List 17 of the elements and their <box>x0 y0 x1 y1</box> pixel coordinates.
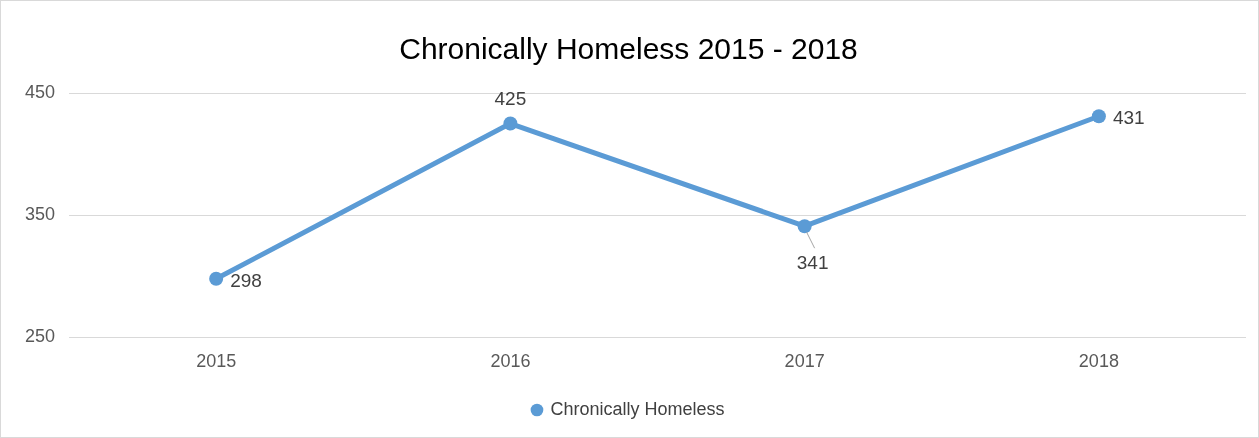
point <box>797 219 812 234</box>
y-tick-label: 250 <box>24 326 56 347</box>
data-label: 298 <box>230 269 262 291</box>
y-tick-label: 350 <box>24 204 56 225</box>
point <box>503 116 518 131</box>
x-tick-label: 2015 <box>196 351 237 372</box>
x-tick-label: 2016 <box>490 351 531 372</box>
point <box>209 271 224 286</box>
point <box>1091 109 1106 124</box>
data-label: 341 <box>796 251 829 273</box>
data-label: 425 <box>494 88 527 110</box>
data-label: 431 <box>1112 107 1145 129</box>
legend-label: Chronically Homeless <box>550 398 725 419</box>
chart-title: Chronically Homeless 2015 - 2018 <box>399 32 858 66</box>
x-tick-label: 2017 <box>784 351 825 372</box>
x-tick-label: 2018 <box>1078 351 1119 372</box>
y-tick-label: 450 <box>24 81 56 102</box>
